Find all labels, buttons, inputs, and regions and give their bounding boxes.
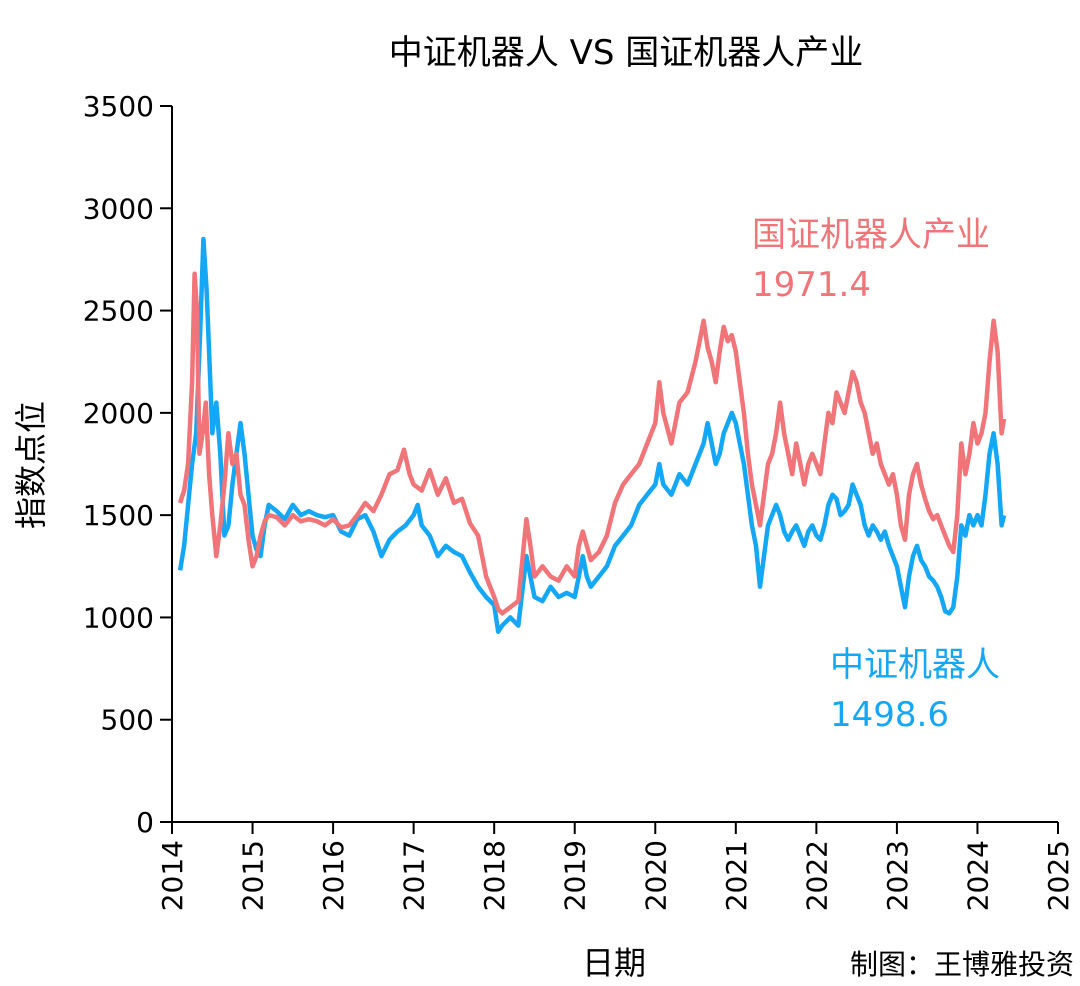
y-tick-label: 2000 [83,397,154,430]
x-tick-label: 2021 [720,840,753,911]
series-line-0 [177,271,1007,616]
x-tick-label: 2022 [800,840,833,911]
series-name-label: 中证机器人 [830,645,1000,685]
x-tick-label: 2020 [639,840,672,911]
y-tick-label: 1000 [83,601,154,634]
series-layer [177,236,1007,634]
y-tick-label: 500 [101,704,154,737]
x-axis: 2014 2015 2016 2017 2018 2019 2020 2021 2022 2023… [156,821,1075,911]
x-tick-label: 2017 [398,840,431,911]
y-axis: 0 500 1000 1500 2000 2500 3000 3500 [83,90,173,839]
annotations: 国证机器人产业 1971.4 中证机器人 1498.6 [752,215,1000,735]
x-tick-label: 2019 [559,840,592,911]
x-axis-label: 日期 [582,944,646,982]
x-tick-label: 2025 [1042,840,1075,911]
y-tick-label: 3000 [83,192,154,225]
y-tick-label: 0 [136,806,154,839]
y-tick-label: 1500 [83,499,154,532]
x-tick-label: 2023 [881,840,914,911]
series-line-1 [177,236,1007,634]
x-tick-label: 2024 [961,840,994,911]
y-tick-label: 2500 [83,295,154,328]
series-last-value-label: 1498.6 [830,695,949,735]
chart-title: 中证机器人 VS 国证机器人产业 [389,33,863,73]
x-tick-label: 2014 [156,840,189,911]
x-tick-label: 2018 [478,840,511,911]
x-tick-label: 2016 [317,840,350,911]
x-tick-label: 2015 [237,840,270,911]
credit-text: 制图：王博雅投资 [850,948,1074,981]
series-last-value-label: 1971.4 [752,265,871,305]
series-name-label: 国证机器人产业 [752,215,990,255]
y-axis-label: 指数点位 [12,401,50,529]
y-tick-label: 3500 [83,90,154,123]
